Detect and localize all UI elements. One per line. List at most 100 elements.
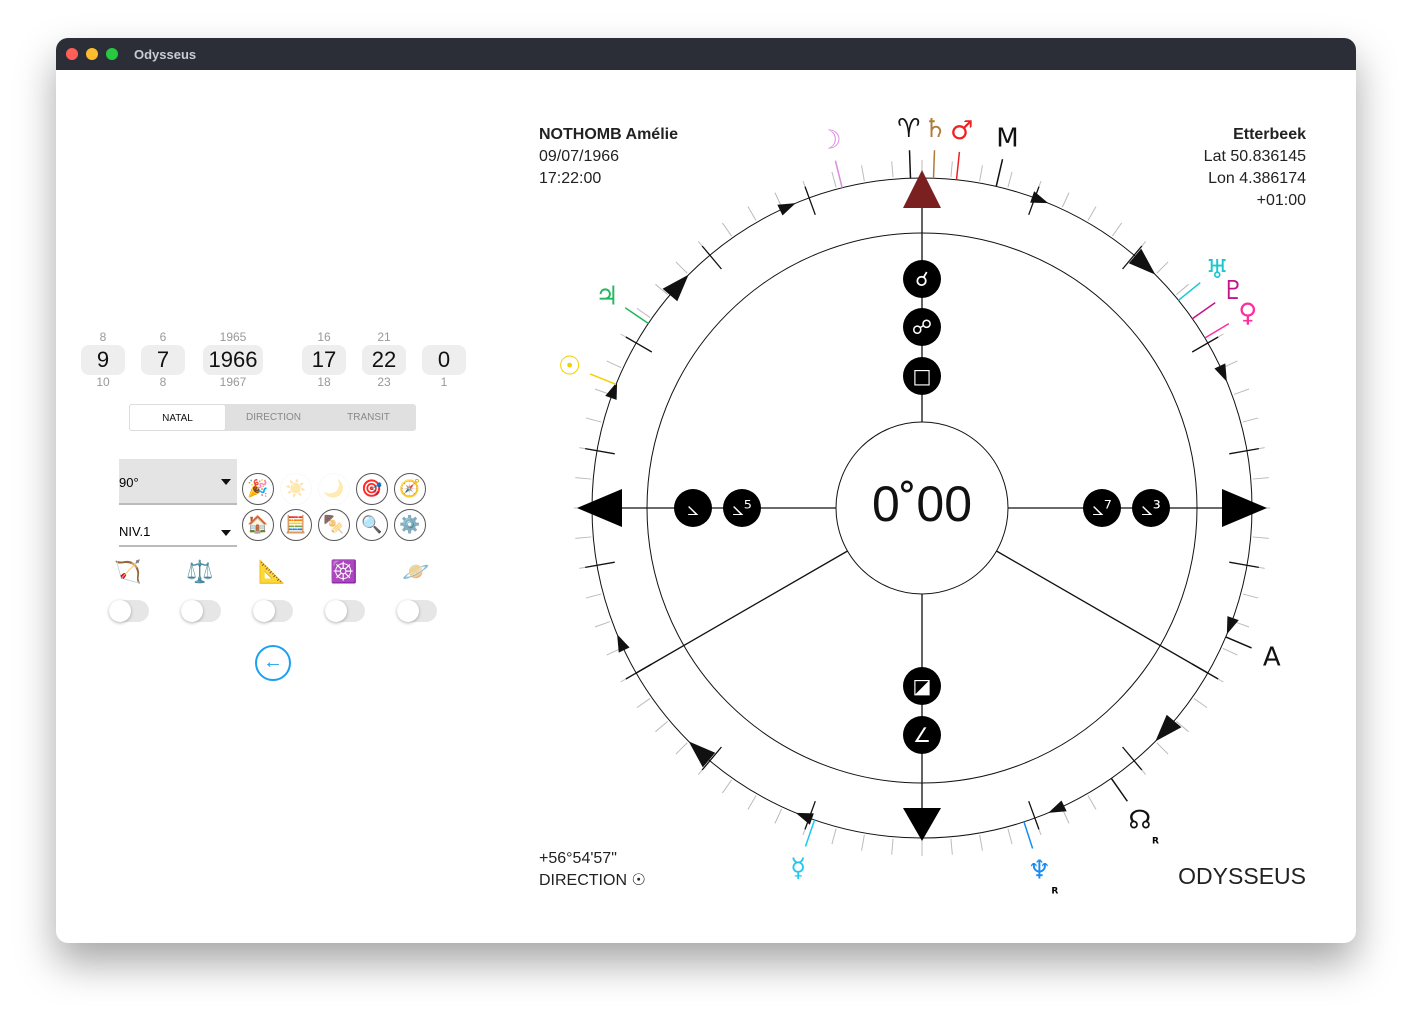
planet-glyph: ♇ <box>1222 276 1245 306</box>
degree-tick <box>1193 698 1208 709</box>
aspect-glyph: ⦣ <box>687 496 699 520</box>
degree-tick <box>579 447 596 451</box>
degree-tick <box>891 161 894 178</box>
degree-tick <box>1156 261 1169 274</box>
degree-tick <box>721 779 732 794</box>
degree-tick <box>1176 283 1189 295</box>
icon-button[interactable]: 🧭 <box>394 473 426 505</box>
longitude: Lon 4.386174 <box>1208 170 1306 187</box>
picker-column[interactable]: 8 9 10 <box>81 330 125 390</box>
degree-tick <box>1007 171 1013 188</box>
cusp-tick <box>701 245 722 270</box>
icon-button[interactable]: 🌙 <box>318 473 350 505</box>
arc-arrow <box>1128 248 1156 275</box>
degree-tick <box>774 808 783 824</box>
degree-tick <box>1061 192 1070 208</box>
planet-glyph: ♈ <box>897 114 920 144</box>
icon-button[interactable]: 🎯 <box>356 473 388 505</box>
tab-direction[interactable]: DIRECTION <box>246 412 301 423</box>
planet-glyph: ♆ <box>1028 855 1051 885</box>
chevron-down-icon <box>221 479 231 490</box>
mode-segmented-control: NATAL DIRECTION TRANSIT <box>129 404 416 431</box>
back-button[interactable]: ← <box>255 645 291 681</box>
icon-button[interactable]: 🏠 <box>242 509 274 541</box>
arc-arrow <box>777 203 796 216</box>
tab-natal[interactable]: NATAL <box>129 404 226 431</box>
cusp-tick <box>1229 447 1259 455</box>
icon-button[interactable]: ⚙️ <box>394 509 426 541</box>
minimize-button[interactable] <box>86 48 98 60</box>
app-window: Odysseus 8 9 10 6 7 8 1965 1966 1967 16 17 18 21 22 23… <box>56 38 1356 943</box>
aspect-glyph: ⦣⁵ <box>732 496 752 520</box>
level-select[interactable]: NIV.1 <box>119 518 237 547</box>
degree-tick <box>1135 762 1147 775</box>
planet-line <box>589 373 617 386</box>
toggle-icon: 🪐 <box>402 559 430 584</box>
picker-column[interactable]: 21 22 23 <box>362 330 406 390</box>
window-title: Odysseus <box>134 46 197 62</box>
toggle-icon: 📐 <box>258 559 286 584</box>
arc-arrow <box>1226 616 1239 635</box>
degree-tick <box>636 307 651 318</box>
degree-tick <box>721 222 732 237</box>
picker-column[interactable]: 1965 1966 1967 <box>203 330 263 390</box>
spoke <box>996 550 1209 674</box>
close-button[interactable] <box>66 48 78 60</box>
icon-button[interactable]: 🧮 <box>280 509 312 541</box>
aspect-glyph: ◪ <box>913 674 932 698</box>
degree-tick <box>831 828 837 845</box>
picker-next: 18 <box>317 375 331 389</box>
toggle-switch[interactable] <box>325 600 365 622</box>
degree-tick <box>1135 241 1147 254</box>
timezone: +01:00 <box>1256 192 1306 209</box>
cusp-tick <box>1122 245 1143 270</box>
picker-value: 1966 <box>203 345 263 375</box>
toggle-switch[interactable] <box>397 600 437 622</box>
zoom-button[interactable] <box>106 48 118 60</box>
planet-glyph: ☉ <box>558 352 581 382</box>
planet-glyph: ☽ <box>818 125 841 155</box>
planet-glyph: ♄ <box>924 114 947 144</box>
arc-arrow <box>795 812 814 825</box>
angle-select[interactable]: 90° <box>119 459 237 505</box>
planet-line <box>804 819 816 847</box>
degree-tick <box>675 742 688 755</box>
icon-button-glyph: 🧮 <box>285 515 307 534</box>
toggle-switch[interactable] <box>109 600 149 622</box>
icon-button[interactable]: 🔍 <box>356 509 388 541</box>
icon-button[interactable]: 🍢 <box>318 509 350 541</box>
place-info: Etterbeek Lat 50.836145 Lon 4.386174 +01… <box>1204 124 1306 212</box>
arc-arrow <box>617 634 630 653</box>
picker-prev: 1965 <box>219 330 247 344</box>
odysseus-logo: ODYSSEUS <box>1178 863 1306 889</box>
planet-glyph: ♀ <box>1238 298 1257 328</box>
icon-button[interactable]: 🎉 <box>242 473 274 505</box>
arc-arrow <box>662 274 689 302</box>
icon-button[interactable]: ☀️ <box>280 473 312 505</box>
aspect-badge <box>903 357 941 395</box>
place-name: Etterbeek <box>1233 126 1306 143</box>
picker-column[interactable]: 16 17 18 <box>302 330 346 390</box>
degree-tick <box>1209 333 1224 343</box>
angle-select-value: 90° <box>119 475 139 490</box>
icon-button-glyph: 🍢 <box>323 515 345 534</box>
tab-transit[interactable]: TRANSIT <box>347 412 390 423</box>
planet-line <box>834 160 843 188</box>
aspect-glyph: ☍ <box>912 315 932 339</box>
degree-tick <box>636 698 651 709</box>
toggle-switch[interactable] <box>253 600 293 622</box>
degree-tick <box>1248 565 1265 569</box>
spoke <box>635 550 848 674</box>
arc-arrow <box>1214 363 1227 382</box>
degree-tick <box>1222 360 1238 369</box>
degree-tick <box>594 388 611 395</box>
degree-tick <box>1252 536 1269 539</box>
degree-tick <box>1035 819 1042 836</box>
toggle-switch[interactable] <box>181 600 221 622</box>
degree-tick <box>606 360 622 369</box>
arc-arrow <box>688 741 716 768</box>
degree-tick <box>1007 828 1013 845</box>
planet-glyph: M <box>996 124 1018 154</box>
